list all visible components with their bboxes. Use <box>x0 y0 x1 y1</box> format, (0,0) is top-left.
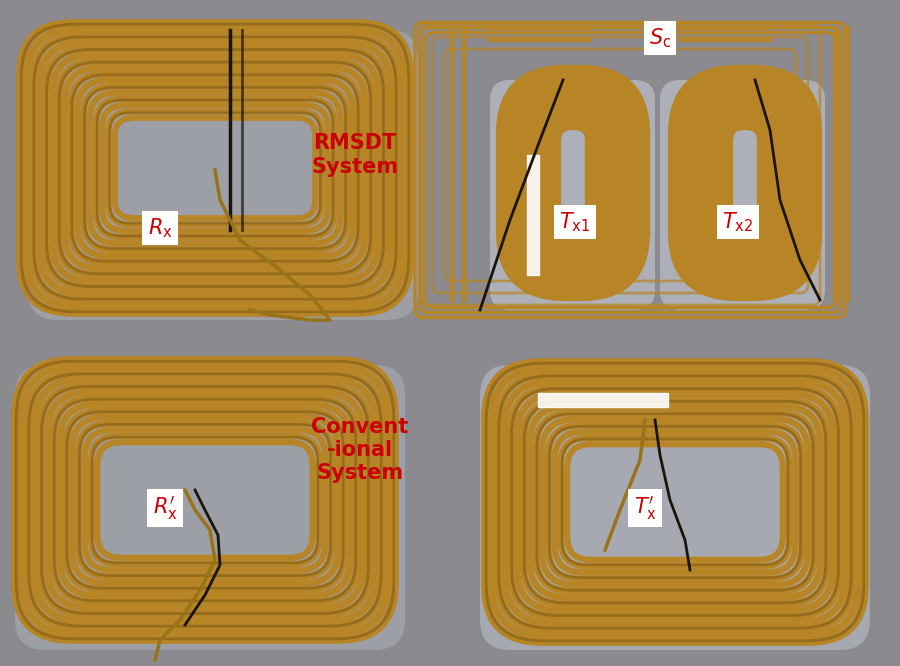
Text: $\it{R}_{\mathrm{x}}^{\prime}$: $\it{R}_{\mathrm{x}}^{\prime}$ <box>153 494 177 522</box>
Text: RMSDT
System: RMSDT System <box>311 133 399 176</box>
Bar <box>538 393 668 407</box>
FancyBboxPatch shape <box>28 30 418 320</box>
Text: $\it{T}_{\mathrm{x}}^{\prime}$: $\it{T}_{\mathrm{x}}^{\prime}$ <box>634 494 656 522</box>
Bar <box>527 155 539 275</box>
FancyBboxPatch shape <box>480 365 870 650</box>
Text: $\it{T}_{\mathrm{x2}}$: $\it{T}_{\mathrm{x2}}$ <box>723 210 753 234</box>
FancyBboxPatch shape <box>490 80 655 310</box>
Text: Convent
-ional
System: Convent -ional System <box>311 417 409 484</box>
Text: $\it{S}_{\mathrm{c}}$: $\it{S}_{\mathrm{c}}$ <box>649 26 671 50</box>
Text: $\it{R}_{\mathrm{x}}$: $\it{R}_{\mathrm{x}}$ <box>148 216 172 240</box>
FancyBboxPatch shape <box>15 365 405 650</box>
Text: $\it{T}_{\mathrm{x1}}$: $\it{T}_{\mathrm{x1}}$ <box>560 210 590 234</box>
FancyBboxPatch shape <box>660 80 825 310</box>
